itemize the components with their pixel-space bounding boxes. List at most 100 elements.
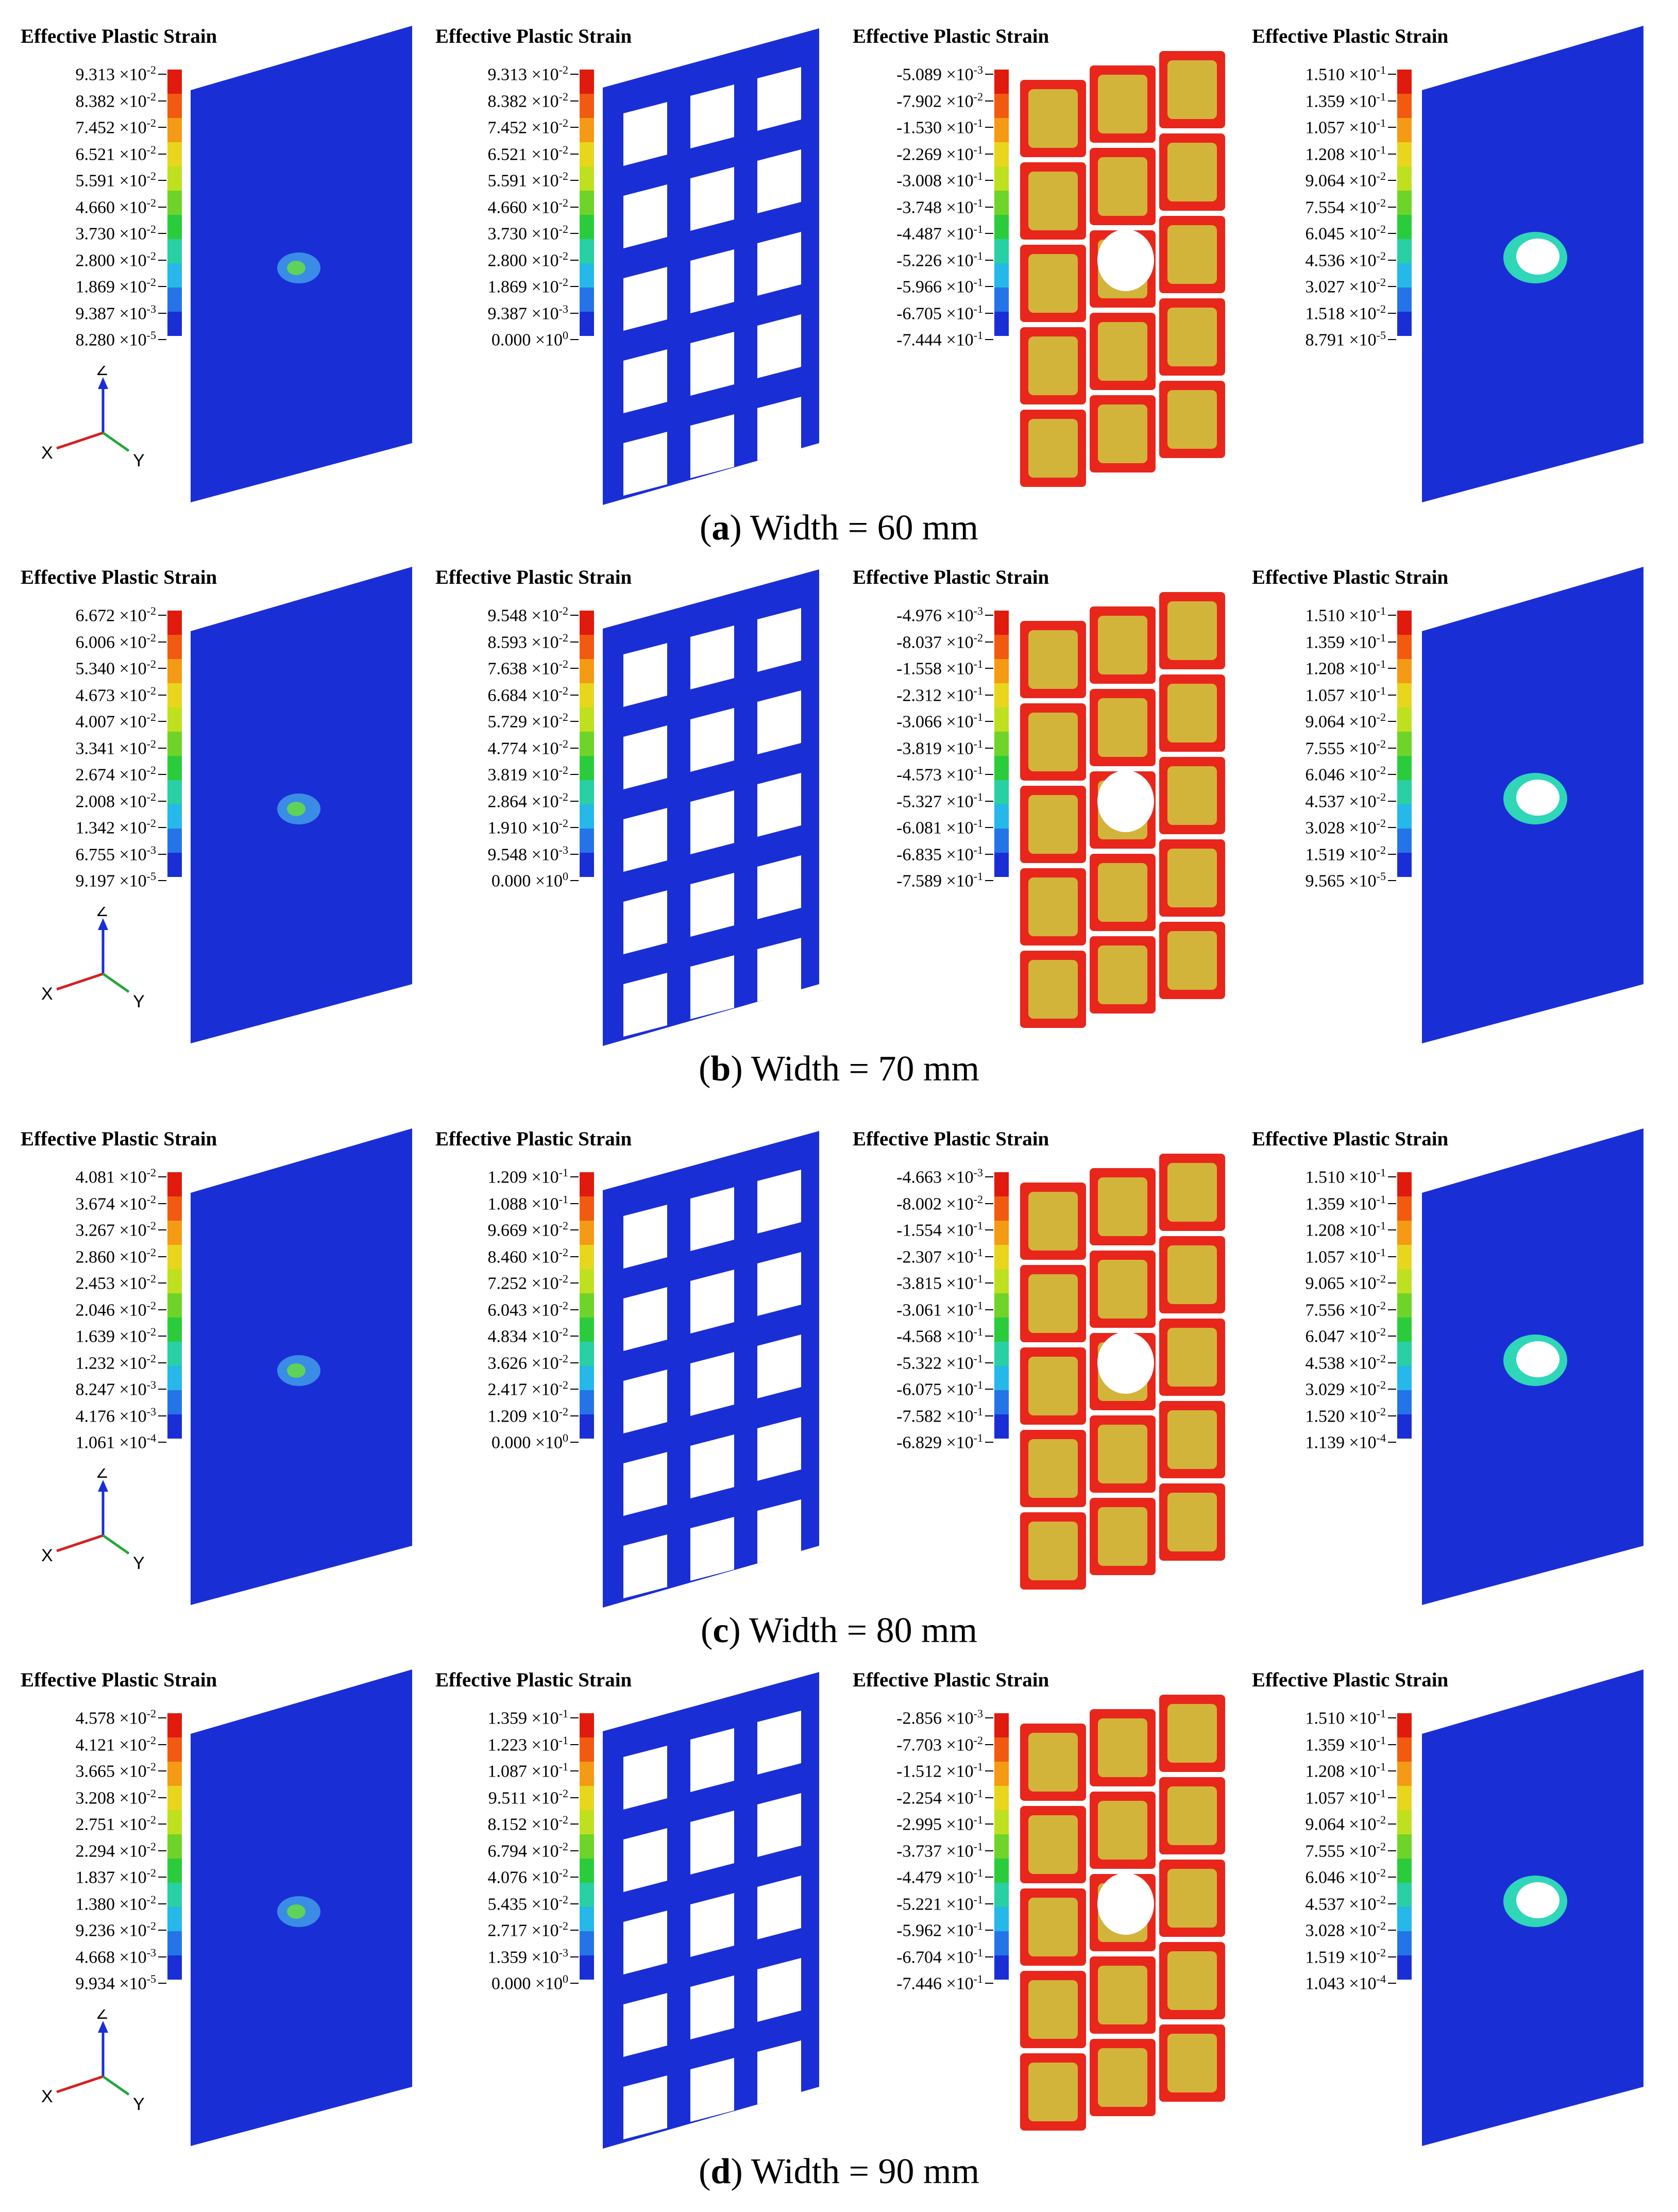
strain-spot-core xyxy=(287,802,306,816)
legend-tick xyxy=(1388,1850,1396,1851)
color-scale-segment xyxy=(580,239,594,263)
fem-models xyxy=(191,1669,1643,2149)
legend-tick xyxy=(985,1203,993,1204)
legend-tick xyxy=(985,1850,993,1851)
legend-value-mantissa: -3.066 ×10 xyxy=(896,712,974,732)
legend-value-mantissa: -7.589 ×10 xyxy=(896,871,974,891)
legend-value-mantissa: 9.548 ×10 xyxy=(487,845,559,864)
legend-value: 1.837 ×10-2 xyxy=(75,1866,156,1887)
legend-value-mantissa: 1.208 ×10 xyxy=(1305,1762,1377,1781)
core-cell-face xyxy=(1167,1869,1217,1928)
legend-value: 7.554 ×10-2 xyxy=(1305,196,1386,217)
z-arrow xyxy=(98,377,108,389)
legend-tick xyxy=(985,747,993,749)
color-scale-segment xyxy=(167,1342,182,1366)
grid-opening xyxy=(690,85,734,148)
legend-value-mantissa: 1.139 ×10 xyxy=(1305,1433,1377,1453)
core-cell-face xyxy=(1167,1951,1217,2010)
legend-tick xyxy=(158,827,166,828)
grid-opening xyxy=(690,1517,734,1581)
legend-value-mantissa: -5.327 ×10 xyxy=(896,791,974,811)
color-scale-segment xyxy=(580,707,594,732)
legend-value-mantissa: 9.236 ×10 xyxy=(75,1921,147,1940)
legend-tick xyxy=(1388,1309,1396,1310)
legend-value-exponent: -2 xyxy=(146,1192,156,1206)
core-cell-face xyxy=(1098,1260,1147,1319)
legend-value-exponent: 0 xyxy=(563,870,568,883)
legend-tick xyxy=(570,1797,579,1798)
legend-value: 8.460 ×10-2 xyxy=(487,1246,568,1267)
legend-value-mantissa: 1.208 ×10 xyxy=(1305,144,1377,164)
color-scale-segment xyxy=(1397,166,1412,191)
grid-opening xyxy=(757,397,801,461)
legend-tick xyxy=(1388,1770,1396,1771)
color-scale-segment xyxy=(994,1366,1009,1390)
legend-value: 1.519 ×10-2 xyxy=(1305,843,1386,865)
legend-tick xyxy=(570,615,579,616)
color-scale-segment xyxy=(580,1366,594,1390)
legend-tick xyxy=(1388,800,1396,802)
legend-value: 1.057 ×10-1 xyxy=(1305,116,1386,138)
legend-value: -3.819 ×10-1 xyxy=(896,737,983,758)
legend-tick xyxy=(570,827,579,828)
color-scale-segment xyxy=(580,288,594,312)
legend-value: 8.382 ×10-2 xyxy=(487,90,568,111)
legend-tick xyxy=(158,74,166,75)
color-scale-segment xyxy=(167,1221,182,1245)
legend-tick xyxy=(985,286,993,287)
grid-opening xyxy=(757,1958,801,2022)
result-row-c: Effective Plastic Strain 4.081 ×10-2 3.674… xyxy=(0,1113,1678,1654)
legend-tick xyxy=(570,339,579,340)
legend-tick xyxy=(985,668,993,669)
legend-tick xyxy=(158,1850,166,1851)
legend-value-mantissa: 8.593 ×10 xyxy=(487,632,559,652)
legend-value-mantissa: 2.864 ×10 xyxy=(487,791,559,811)
legend-value: 1.223 ×10-1 xyxy=(487,1734,568,1755)
color-scale-segment xyxy=(580,1245,594,1269)
grid-opening xyxy=(757,2040,801,2104)
legend-title: Effective Plastic Strain xyxy=(435,1128,632,1150)
y-axis xyxy=(102,972,130,993)
legend-value: 1.518 ×10-2 xyxy=(1305,302,1386,324)
legend-tick xyxy=(985,339,993,340)
color-scale-segment xyxy=(167,1293,182,1318)
legend-tick xyxy=(985,774,993,775)
grid-opening xyxy=(757,938,801,1002)
legend-value-exponent: -2 xyxy=(146,631,156,644)
color-scale-bar xyxy=(994,70,1009,336)
legend-title: Effective Plastic Strain xyxy=(1252,1128,1449,1150)
color-scale-segment xyxy=(994,1293,1009,1318)
color-scale-segment xyxy=(994,1221,1009,1245)
color-scale-segment xyxy=(167,1955,182,1980)
color-scale-segment xyxy=(580,1955,594,1980)
color-scale-segment xyxy=(580,780,594,804)
grid-opening xyxy=(757,1170,801,1234)
legend-tick xyxy=(158,1309,166,1310)
grid-opening xyxy=(690,790,734,854)
legend-value: 9.236 ×10-2 xyxy=(75,1919,156,1940)
legend-tick xyxy=(158,800,166,802)
panel-caption: (c) Width = 80 mm xyxy=(0,1610,1678,1651)
legend-value: 0.000 ×100 xyxy=(491,1431,568,1453)
core-perforation xyxy=(1097,229,1154,291)
legend-value-mantissa: 1.639 ×10 xyxy=(75,1327,147,1346)
legend-value: -4.487 ×10-1 xyxy=(896,223,983,244)
legend-value: 9.064 ×10-2 xyxy=(1305,170,1386,191)
grid-opening xyxy=(690,1270,734,1333)
legend-value: 9.548 ×10-2 xyxy=(487,604,568,626)
legend-value-mantissa: -8.037 ×10 xyxy=(896,632,974,652)
legend-value-mantissa: 2.800 ×10 xyxy=(487,250,559,270)
grid-opening xyxy=(690,1811,734,1875)
legend-value: 8.382 ×10-2 xyxy=(75,90,156,111)
core-cell-face xyxy=(1167,1245,1217,1304)
color-scale-segment xyxy=(1397,635,1412,659)
legend-value: 6.794 ×10-2 xyxy=(487,1840,568,1861)
legend-value-exponent: -5 xyxy=(1376,870,1386,883)
legend-tick xyxy=(570,668,579,669)
legend-tick xyxy=(570,1744,579,1745)
color-scale-segment xyxy=(994,288,1009,312)
legend-value: 1.510 ×10-1 xyxy=(1305,1707,1386,1728)
grid-opening xyxy=(623,1452,667,1516)
legend-value-exponent: -1 xyxy=(973,1919,983,1932)
legend-value-exponent: -2 xyxy=(146,1298,156,1312)
